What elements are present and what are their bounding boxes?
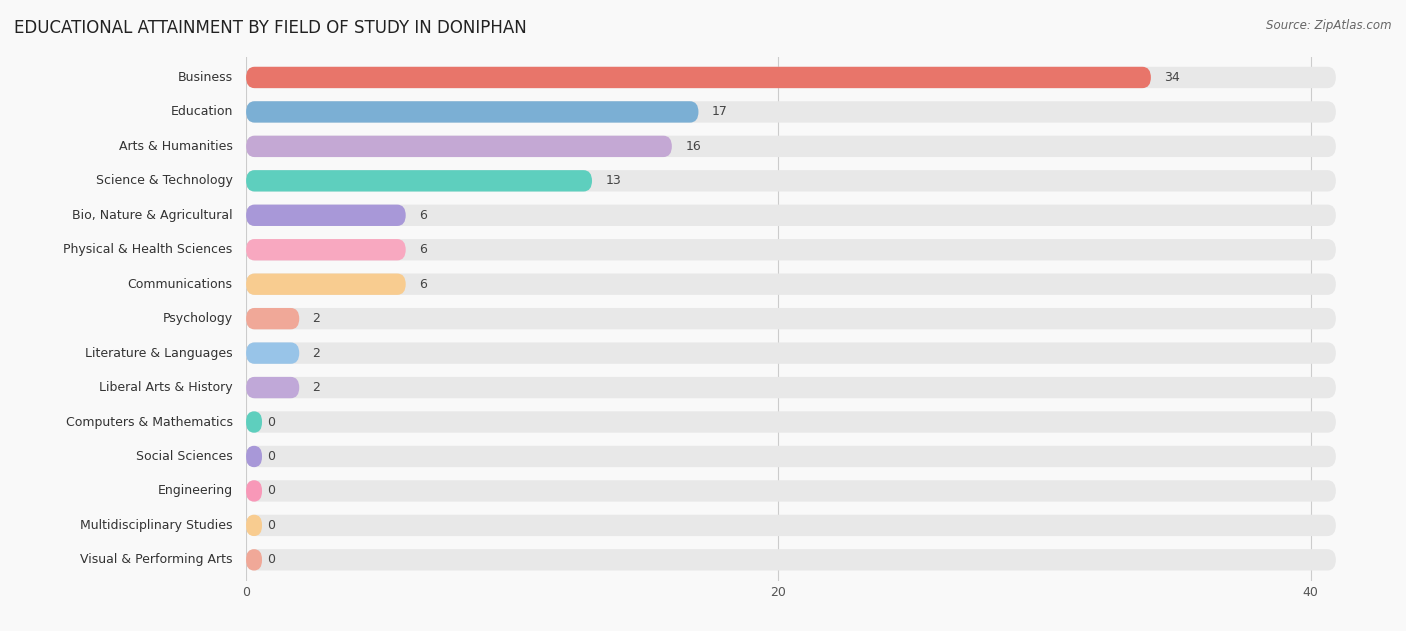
FancyBboxPatch shape	[246, 67, 1152, 88]
Text: 13: 13	[606, 174, 621, 187]
FancyBboxPatch shape	[246, 549, 262, 570]
FancyBboxPatch shape	[246, 343, 1336, 364]
Text: Communications: Communications	[128, 278, 233, 291]
FancyBboxPatch shape	[246, 480, 262, 502]
Text: Literature & Languages: Literature & Languages	[86, 346, 233, 360]
Text: Engineering: Engineering	[157, 485, 233, 497]
Text: 34: 34	[1164, 71, 1180, 84]
Text: 17: 17	[711, 105, 728, 119]
Text: 2: 2	[312, 381, 321, 394]
FancyBboxPatch shape	[246, 239, 406, 261]
Text: 6: 6	[419, 209, 427, 221]
Text: 16: 16	[685, 140, 702, 153]
Text: Business: Business	[177, 71, 233, 84]
Text: 0: 0	[267, 553, 276, 567]
Text: Multidisciplinary Studies: Multidisciplinary Studies	[80, 519, 233, 532]
Text: Visual & Performing Arts: Visual & Performing Arts	[80, 553, 233, 567]
FancyBboxPatch shape	[246, 480, 1336, 502]
FancyBboxPatch shape	[246, 204, 406, 226]
FancyBboxPatch shape	[246, 170, 1336, 192]
Text: 6: 6	[419, 278, 427, 291]
FancyBboxPatch shape	[246, 273, 406, 295]
Text: 0: 0	[267, 519, 276, 532]
FancyBboxPatch shape	[246, 377, 1336, 398]
FancyBboxPatch shape	[246, 343, 299, 364]
FancyBboxPatch shape	[246, 308, 299, 329]
FancyBboxPatch shape	[246, 515, 262, 536]
Text: Social Sciences: Social Sciences	[136, 450, 233, 463]
FancyBboxPatch shape	[246, 204, 1336, 226]
Text: Psychology: Psychology	[163, 312, 233, 325]
Text: Bio, Nature & Agricultural: Bio, Nature & Agricultural	[72, 209, 233, 221]
FancyBboxPatch shape	[246, 101, 1336, 122]
FancyBboxPatch shape	[246, 445, 1336, 467]
FancyBboxPatch shape	[246, 67, 1336, 88]
Text: Source: ZipAtlas.com: Source: ZipAtlas.com	[1267, 19, 1392, 32]
Text: Science & Technology: Science & Technology	[96, 174, 233, 187]
Text: Education: Education	[170, 105, 233, 119]
FancyBboxPatch shape	[246, 549, 1336, 570]
FancyBboxPatch shape	[246, 136, 672, 157]
Text: Arts & Humanities: Arts & Humanities	[120, 140, 233, 153]
Text: 0: 0	[267, 416, 276, 428]
FancyBboxPatch shape	[246, 308, 1336, 329]
FancyBboxPatch shape	[246, 411, 1336, 433]
FancyBboxPatch shape	[246, 170, 592, 192]
FancyBboxPatch shape	[246, 445, 262, 467]
Text: 6: 6	[419, 243, 427, 256]
FancyBboxPatch shape	[246, 101, 699, 122]
FancyBboxPatch shape	[246, 377, 299, 398]
Text: Liberal Arts & History: Liberal Arts & History	[98, 381, 233, 394]
Text: 0: 0	[267, 450, 276, 463]
FancyBboxPatch shape	[246, 136, 1336, 157]
Text: Computers & Mathematics: Computers & Mathematics	[66, 416, 233, 428]
FancyBboxPatch shape	[246, 515, 1336, 536]
Text: 2: 2	[312, 346, 321, 360]
FancyBboxPatch shape	[246, 273, 1336, 295]
FancyBboxPatch shape	[246, 411, 262, 433]
Text: 2: 2	[312, 312, 321, 325]
Text: 0: 0	[267, 485, 276, 497]
Text: Physical & Health Sciences: Physical & Health Sciences	[63, 243, 233, 256]
FancyBboxPatch shape	[246, 239, 1336, 261]
Text: EDUCATIONAL ATTAINMENT BY FIELD OF STUDY IN DONIPHAN: EDUCATIONAL ATTAINMENT BY FIELD OF STUDY…	[14, 19, 527, 37]
